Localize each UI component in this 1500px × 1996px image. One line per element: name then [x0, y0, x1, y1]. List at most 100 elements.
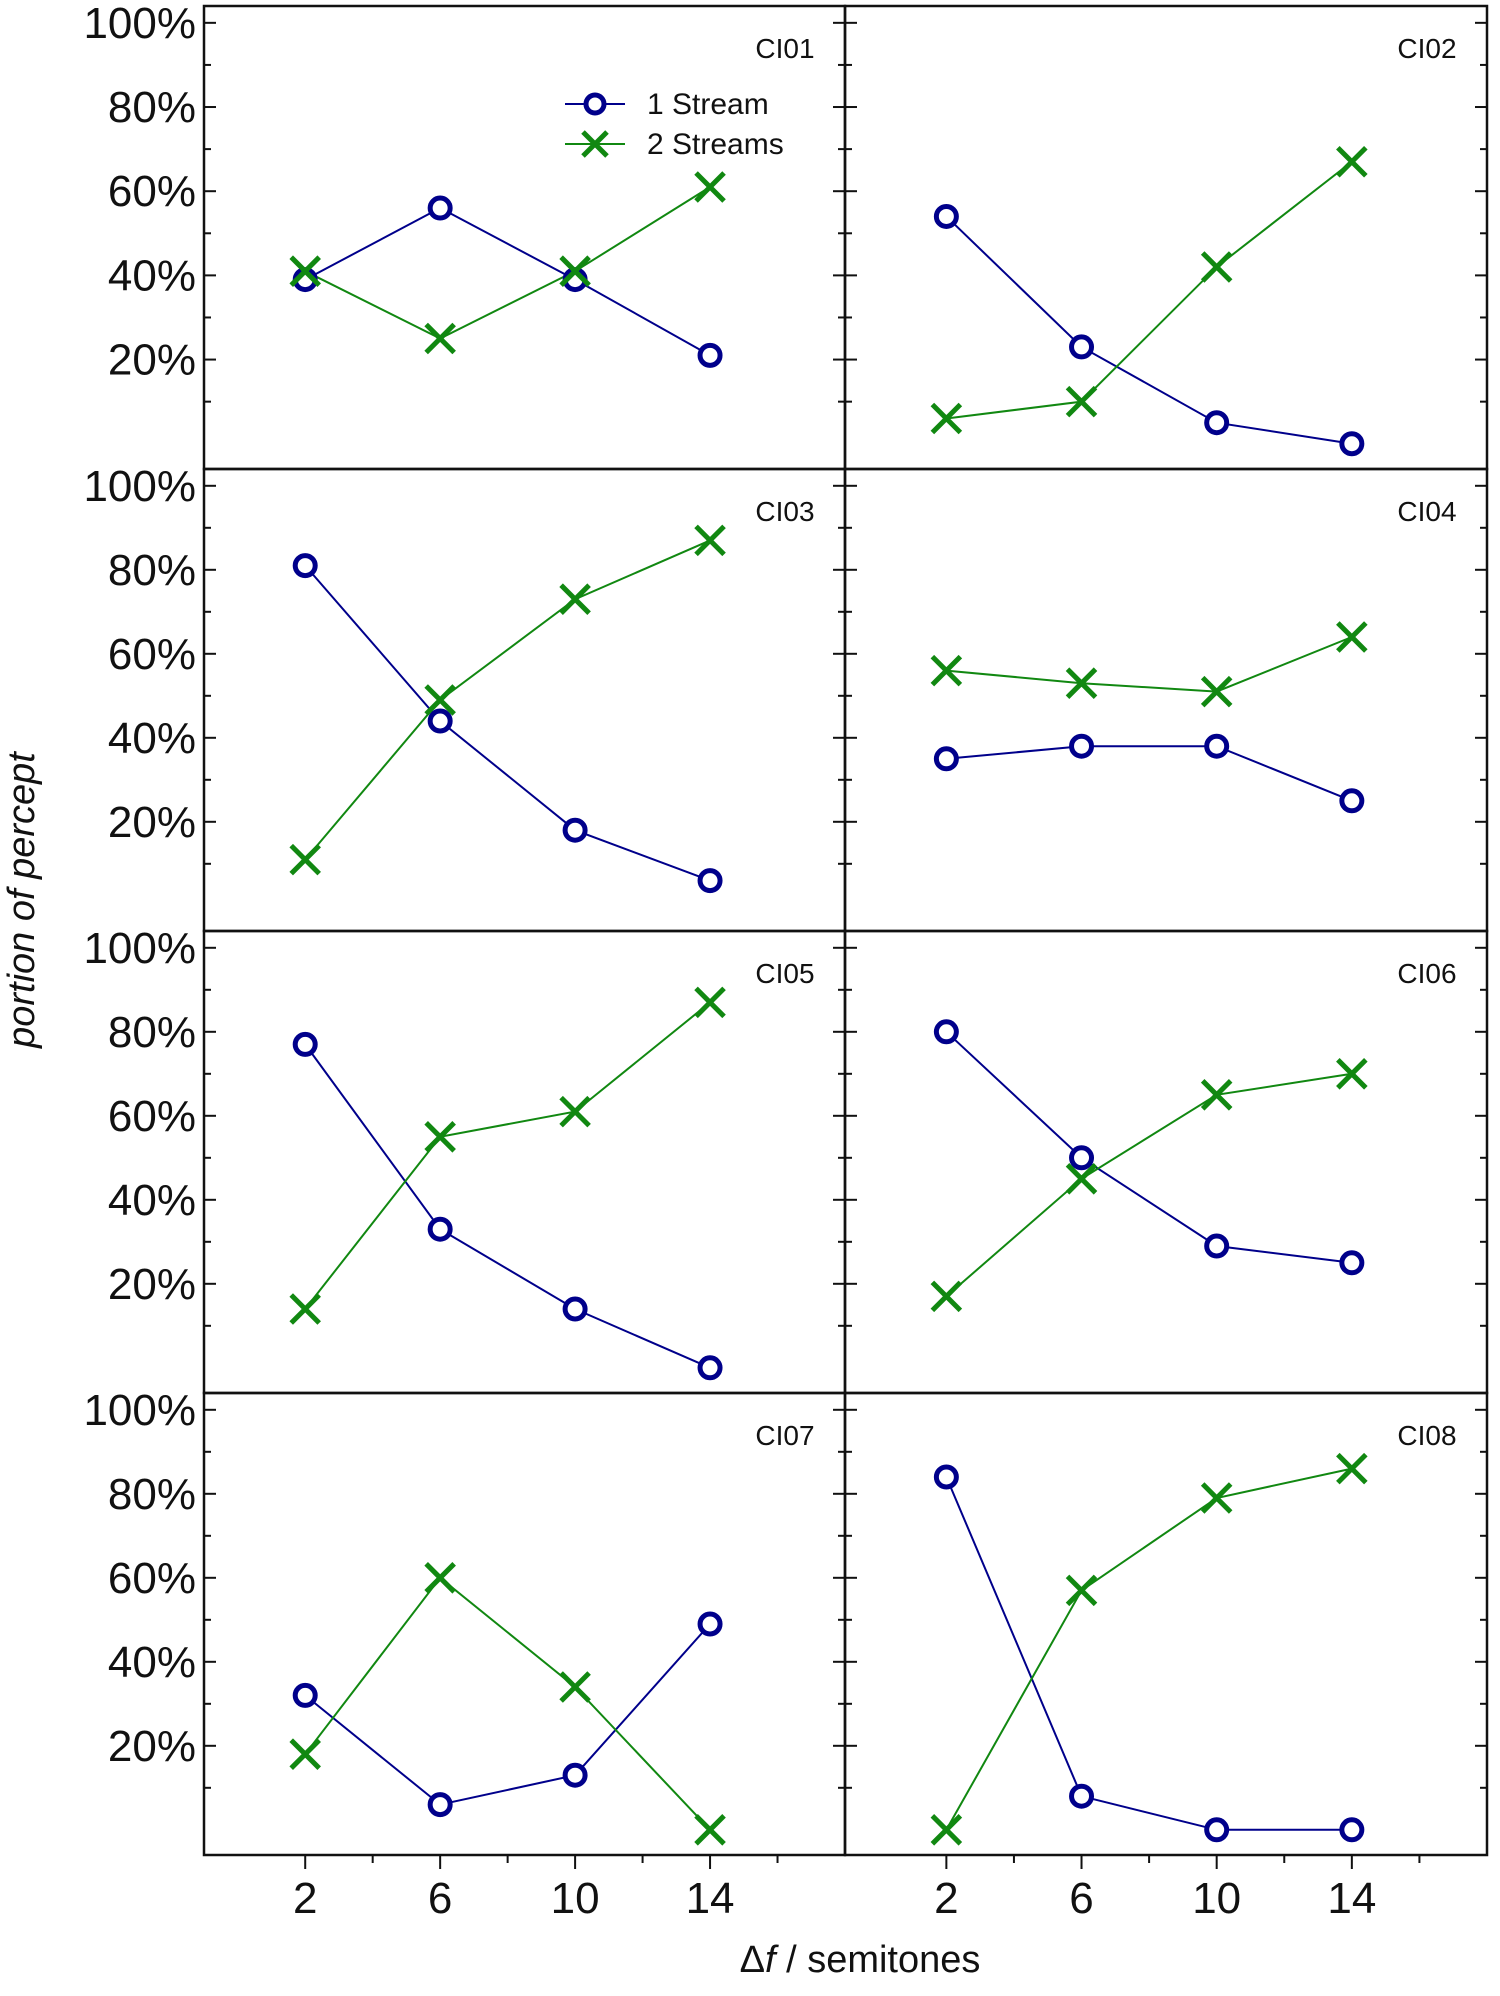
- point-1-stream: [1069, 1783, 1095, 1809]
- series-line-1-stream: [945, 215, 1352, 445]
- legend-label: 2 Streams: [647, 128, 784, 161]
- point-2-streams: [424, 322, 456, 355]
- point-2-streams: [930, 1280, 963, 1313]
- panel-frame: [202, 929, 847, 1395]
- x-tick-label: 6: [428, 1874, 452, 1923]
- point-1-stream: [1204, 1233, 1230, 1259]
- y-tick-label: 40%: [108, 251, 196, 300]
- point-1-stream: [933, 203, 959, 229]
- y-tick-labels: 20% 40% 60% 80% 100% 20% 40% 60% 80% 100% 20% 40% 60…: [83, 0, 196, 1771]
- series-line-2-streams: [304, 539, 711, 861]
- x-axis-title-variable: f: [765, 1939, 779, 1981]
- point-1-stream: [1069, 334, 1095, 360]
- panel-ci04: CI04: [843, 467, 1489, 933]
- point-1-stream: [933, 1019, 959, 1045]
- y-tick-label: 80%: [108, 1008, 196, 1057]
- point-2-streams-stroke: [1065, 667, 1098, 699]
- point-2-streams: [424, 1121, 456, 1153]
- point-1-stream: [1339, 431, 1365, 457]
- point-2-streams: [559, 1095, 591, 1128]
- point-1-stream: [427, 195, 453, 221]
- x-axis-title-symbol: Δ: [740, 1939, 765, 1981]
- y-tick-label: 100%: [83, 924, 196, 973]
- point-2-streams: [559, 583, 591, 615]
- panel-ci02: CI02: [843, 4, 1489, 471]
- point-2-streams: [694, 986, 726, 1019]
- panel-frame: [843, 929, 1489, 1395]
- point-2-streams: [289, 843, 321, 876]
- series-line-1-stream: [304, 1623, 711, 1806]
- y-tick-label: 100%: [83, 1386, 196, 1435]
- point-2-streams: [424, 1562, 456, 1594]
- x-tick-label: 6: [1069, 1874, 1093, 1923]
- point-2-streams-stroke: [1065, 1163, 1098, 1195]
- point-1-stream: [933, 1464, 959, 1490]
- panel-label: CI01: [755, 33, 814, 64]
- point-1-stream: [1339, 788, 1365, 814]
- point-2-streams-stroke: [1336, 1452, 1368, 1485]
- series-line-2-streams: [304, 186, 711, 340]
- series-line-2-streams: [945, 1072, 1352, 1298]
- point-2-streams: [1200, 1482, 1233, 1514]
- y-tick-label: 20%: [108, 1260, 196, 1309]
- x-tick-labels: 2 6 10 14 2 6 10 14: [293, 1874, 1376, 1923]
- panel-ci07: CI07: [202, 1391, 847, 1869]
- point-1-stream: [1204, 733, 1230, 759]
- point-1-stream: [1204, 410, 1230, 436]
- point-2-streams: [1065, 385, 1098, 418]
- series-line-2-streams: [304, 1576, 711, 1831]
- panel-label: CI08: [1397, 1420, 1456, 1451]
- point-2-streams-stroke: [424, 684, 456, 716]
- point-1-stream: [1069, 733, 1095, 759]
- point-2-streams-stroke: [424, 1121, 456, 1153]
- series-line-2-streams: [946, 160, 1353, 420]
- y-tick-label: 80%: [108, 1470, 196, 1519]
- point-2-streams-stroke: [289, 843, 321, 876]
- y-axis-title: portion of percept: [1, 751, 43, 1049]
- point-2-streams-stroke: [694, 171, 726, 203]
- y-tick-label: 60%: [108, 167, 196, 216]
- point-2-streams: [930, 402, 963, 435]
- point-2-streams: [1336, 145, 1368, 178]
- point-2-streams: [1200, 675, 1233, 708]
- point-2-streams: [694, 171, 726, 203]
- x-tick-label: 14: [1327, 1874, 1376, 1923]
- point-2-streams-stroke: [1065, 1574, 1098, 1607]
- point-2-streams-stroke: [1336, 1058, 1368, 1090]
- x-axis-title: Δf / semitones: [740, 1939, 981, 1981]
- point-2-streams-stroke: [930, 402, 963, 435]
- point-1-stream: [697, 868, 723, 894]
- point-1-stream: [933, 746, 959, 772]
- point-1-stream: [562, 1762, 588, 1788]
- series-line-1-stream: [945, 1031, 1352, 1264]
- point-2-streams: [930, 1814, 963, 1846]
- series-line-2-streams: [304, 1001, 711, 1310]
- point-2-streams-stroke: [1065, 385, 1098, 418]
- point-1-stream: [292, 1682, 318, 1708]
- point-2-streams-stroke: [289, 255, 321, 287]
- point-2-streams-stroke: [694, 524, 726, 557]
- panel-frame: [843, 1391, 1489, 1857]
- point-2-streams-stroke: [1200, 1079, 1233, 1111]
- point-1-stream: [427, 1792, 453, 1818]
- y-tick-label: 40%: [108, 1638, 196, 1687]
- y-tick-label: 20%: [108, 798, 196, 847]
- panel-ci01: CI01 1 Stream 2 Streams: [202, 4, 847, 471]
- y-tick-label: 60%: [108, 1092, 196, 1141]
- point-2-streams: [1065, 1163, 1098, 1195]
- y-tick-label: 40%: [108, 714, 196, 763]
- point-1-stream: [562, 817, 588, 843]
- point-1-stream: [697, 342, 723, 368]
- point-2-streams: [694, 524, 726, 557]
- panel-label: CI02: [1397, 33, 1456, 64]
- point-1-stream: [427, 708, 453, 734]
- point-2-streams-stroke: [930, 1280, 963, 1313]
- series-line-1-stream: [945, 1476, 1352, 1831]
- point-2-streams-stroke: [559, 583, 591, 615]
- x-tick-label: 2: [293, 1874, 317, 1923]
- panel-frame: [843, 4, 1489, 471]
- legend: 1 Stream 2 Streams: [565, 88, 784, 161]
- point-2-streams: [1336, 621, 1368, 653]
- series-line-2-streams: [946, 636, 1353, 693]
